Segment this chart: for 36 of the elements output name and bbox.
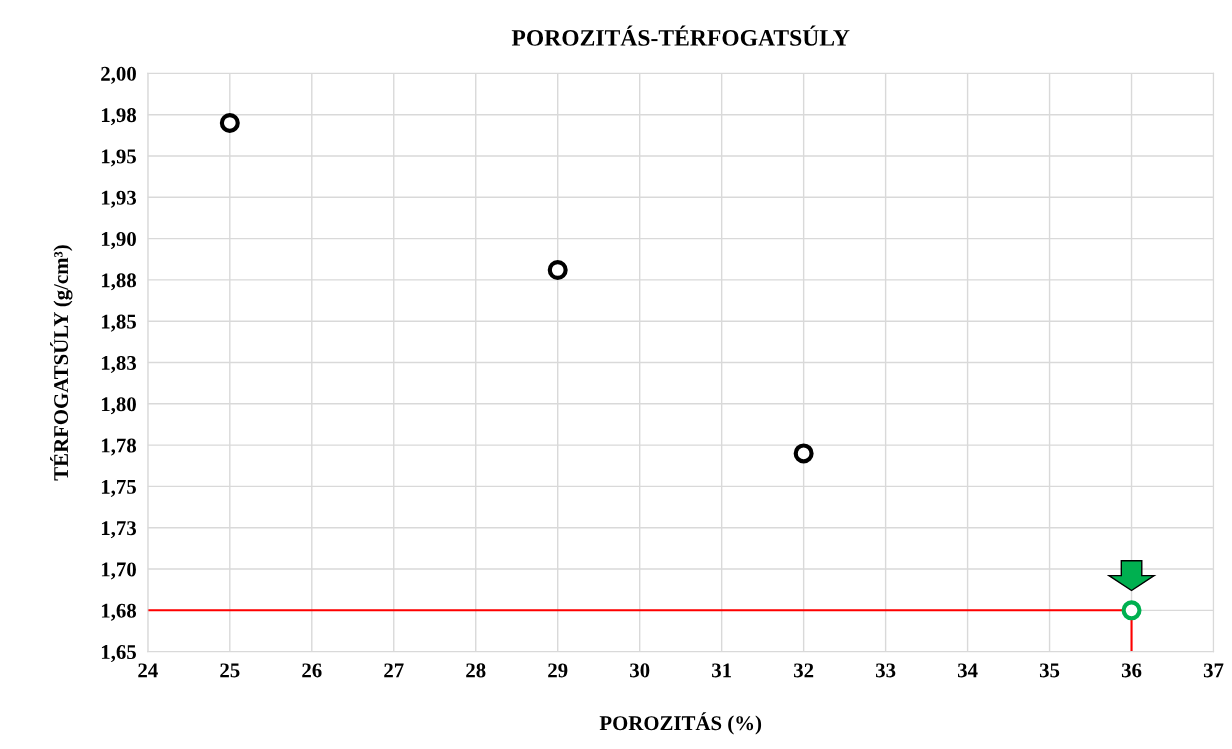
x-tick-label: 29 <box>548 663 568 678</box>
y-tick-label: 1,98 <box>101 108 137 126</box>
y-tick-label: 1,70 <box>101 562 136 580</box>
y-tick-label: 1,68 <box>101 603 137 621</box>
x-tick-label: 31 <box>712 663 732 678</box>
x-tick-label: 28 <box>466 663 486 678</box>
y-tick-label: 1,80 <box>101 397 136 415</box>
x-tick-label: 30 <box>630 663 650 678</box>
point <box>1121 600 1142 621</box>
x-tick-label: 37 <box>1203 663 1224 678</box>
y-tick-label: 1,75 <box>101 479 136 497</box>
y-tick-label: 2,00 <box>101 66 136 84</box>
point <box>219 112 240 133</box>
y-tick-label: 1,78 <box>101 438 137 456</box>
x-tick-label: 35 <box>1039 663 1060 678</box>
x-tick-label: 27 <box>384 663 404 678</box>
x-tick-label: 33 <box>875 663 896 678</box>
y-axis-title: TÉRFOGATSÚLY (g/cm³) <box>50 245 73 481</box>
x-tick-label: 34 <box>957 663 978 678</box>
point <box>547 259 568 281</box>
x-tick-label: 25 <box>220 663 240 678</box>
chart-title: POROZITÁS-TÉRFOGATSÚLY <box>511 25 850 46</box>
x-tick-label: 24 <box>138 663 158 678</box>
y-tick-label: 1,95 <box>101 149 136 167</box>
x-axis-title: POROZITÁS (%) <box>599 712 762 735</box>
x-tick-label: 32 <box>794 663 814 678</box>
y-tick-label: 1,88 <box>101 273 137 291</box>
y-tick-label: 1,73 <box>101 521 137 539</box>
x-tick-label: 36 <box>1121 663 1142 678</box>
x-tick-label: 26 <box>302 663 322 678</box>
y-tick-label: 1,85 <box>101 314 136 332</box>
y-tick-label: 1,83 <box>101 355 137 373</box>
y-tick-label: 1,65 <box>101 645 136 663</box>
y-tick-label: 1,93 <box>101 190 137 208</box>
y-tick-label: 1,90 <box>101 231 136 250</box>
point <box>793 443 814 464</box>
